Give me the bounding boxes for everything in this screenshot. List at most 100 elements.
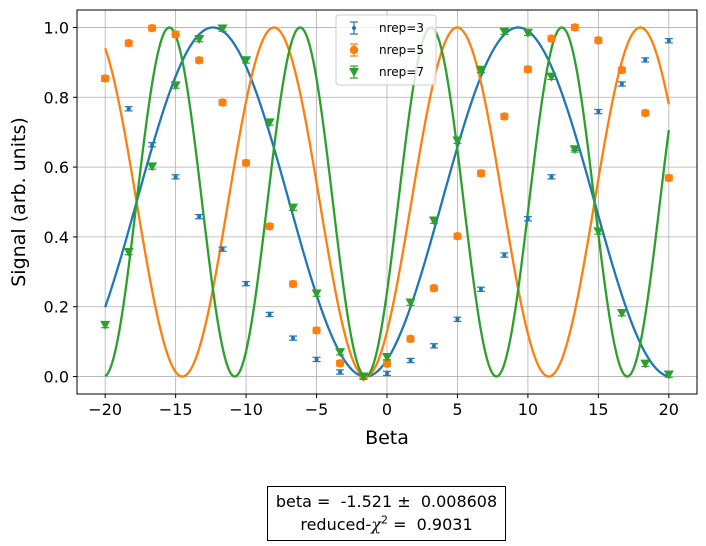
data-point xyxy=(476,169,486,178)
data-point xyxy=(569,145,580,155)
data-point xyxy=(241,158,251,168)
y-tick-label: 1.0 xyxy=(44,18,69,37)
data-point xyxy=(100,74,110,83)
legend-marker xyxy=(349,45,359,55)
x-axis-ticks: −20 −15 −10 −5 0 5 10 15 20 xyxy=(88,394,679,419)
data-point xyxy=(241,56,252,66)
legend-marker xyxy=(349,68,359,77)
data-point xyxy=(549,174,554,179)
data-point xyxy=(382,352,392,362)
data-point xyxy=(499,27,510,37)
data-point xyxy=(267,312,272,317)
data-point xyxy=(312,326,321,335)
data-point xyxy=(288,279,298,289)
data-point xyxy=(429,284,439,293)
chart: −20 −15 −10 −5 0 5 10 15 20 0.0 0.2 0.4 0.6 0.8 1.0 B… xyxy=(8,9,698,449)
data-point xyxy=(594,36,603,45)
data-point xyxy=(194,34,205,44)
fit-beta-line: beta = -1.521 ± 0.008608 xyxy=(275,492,498,511)
chi-prefix: reduced- xyxy=(300,515,372,534)
legend-label: nrep=5 xyxy=(379,43,424,57)
data-point xyxy=(663,370,674,380)
grid xyxy=(77,10,697,394)
x-tick-label: −5 xyxy=(305,400,329,419)
x-tick-label: 5 xyxy=(452,400,462,419)
data-point xyxy=(478,287,483,292)
y-tick-label: 0.2 xyxy=(44,298,69,317)
legend: nrep=3 nrep=5 nrep=7 xyxy=(335,14,437,86)
y-tick-label: 0.4 xyxy=(44,228,69,247)
data-point xyxy=(288,203,299,213)
data-point xyxy=(264,118,275,128)
data-point xyxy=(382,359,392,368)
data-point xyxy=(502,253,507,258)
data-point xyxy=(194,56,204,65)
series-nrep-7 xyxy=(100,24,674,382)
fit-curve-nrep-5 xyxy=(104,26,670,378)
x-tick-label: −10 xyxy=(229,400,263,419)
data-point xyxy=(385,371,389,376)
data-point xyxy=(173,174,178,179)
legend-label: nrep=7 xyxy=(379,65,424,79)
data-point xyxy=(666,38,671,43)
data-point xyxy=(640,359,651,369)
data-point xyxy=(335,359,345,368)
data-point xyxy=(197,214,202,219)
series-nrep-3 xyxy=(101,38,673,380)
data-point xyxy=(244,281,249,286)
data-point xyxy=(358,372,369,382)
legend-label: nrep=3 xyxy=(379,21,424,35)
data-point xyxy=(453,232,462,241)
data-point xyxy=(311,289,322,299)
data-point xyxy=(124,38,133,48)
chi-symbol: χ xyxy=(371,515,381,534)
x-tick-label: 0 xyxy=(382,400,392,419)
y-tick-label: 0.6 xyxy=(44,158,69,177)
data-point xyxy=(428,216,439,226)
fit-chi-line: reduced-χ2 = 0.9031 xyxy=(268,513,505,536)
data-point xyxy=(522,28,533,38)
data-point xyxy=(641,108,650,118)
y-tick-label: 0.0 xyxy=(44,368,69,387)
data-point xyxy=(596,109,601,114)
fit-curve-nrep-7 xyxy=(104,26,670,378)
data-point xyxy=(147,162,158,172)
data-point xyxy=(405,298,416,308)
data-point xyxy=(217,24,228,34)
chi-value: = 0.9031 xyxy=(387,515,473,534)
series-nrep-5 xyxy=(100,23,674,381)
data-point xyxy=(500,112,509,121)
x-tick-label: 20 xyxy=(659,400,679,419)
chi-exponent: 2 xyxy=(380,513,388,527)
data-point xyxy=(171,30,180,39)
data-point xyxy=(408,358,413,363)
data-point xyxy=(547,34,556,43)
y-axis-ticks: 0.0 0.2 0.4 0.6 0.8 1.0 xyxy=(44,18,77,387)
data-point xyxy=(265,222,274,231)
data-point xyxy=(100,320,111,330)
y-axis-label: Signal (arb. units) xyxy=(8,117,30,287)
data-point xyxy=(616,309,627,319)
data-point xyxy=(570,23,580,32)
data-point xyxy=(475,65,486,75)
x-axis-label: Beta xyxy=(365,427,409,449)
x-tick-label: 10 xyxy=(518,400,538,419)
x-tick-label: −20 xyxy=(88,400,122,419)
data-point xyxy=(643,57,648,62)
data-point xyxy=(314,357,319,362)
legend-frame xyxy=(335,14,437,86)
data-point xyxy=(338,370,343,375)
data-point xyxy=(335,348,346,358)
y-tick-label: 0.8 xyxy=(44,88,69,107)
data-point xyxy=(220,247,225,252)
data-point xyxy=(406,334,415,344)
data-point xyxy=(291,336,296,341)
data-point xyxy=(431,343,436,348)
data-point xyxy=(455,317,460,322)
data-point xyxy=(452,136,463,146)
fit-result-box: beta = -1.521 ± 0.008608 reduced-χ2 = 0.… xyxy=(267,486,506,541)
data-point xyxy=(664,173,674,183)
data-point xyxy=(593,227,604,237)
data-point xyxy=(170,81,181,91)
data-point xyxy=(150,142,155,147)
